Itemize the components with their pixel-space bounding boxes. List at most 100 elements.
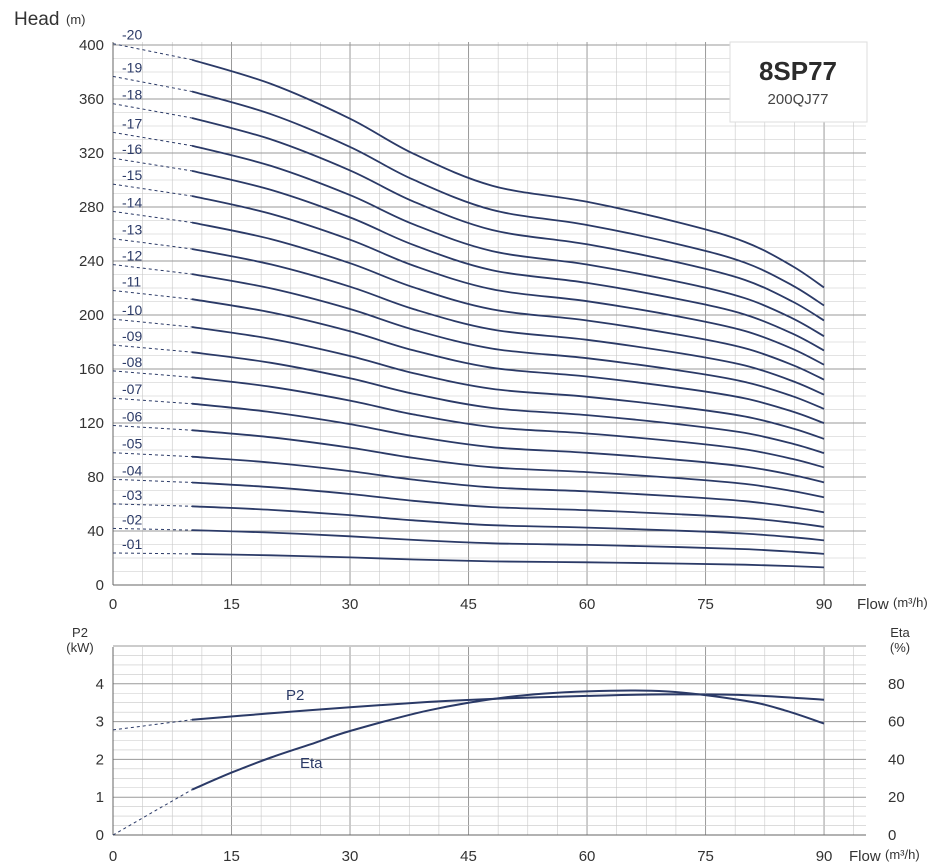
head-curve-line [191, 221, 825, 381]
eta-tick-label: 40 [888, 751, 905, 768]
head-curve-line [191, 376, 825, 469]
stage-label: -18 [122, 87, 142, 103]
head-y-tick-label: 160 [79, 361, 104, 378]
pe-x-tick-label: 60 [579, 848, 596, 865]
p2-tick-label: 1 [96, 789, 104, 806]
eta-tick-label: 0 [888, 827, 896, 844]
head-curve-line [191, 505, 825, 542]
stage-label: -11 [122, 273, 141, 289]
eta-axis-title: Eta [890, 625, 910, 640]
stage-label: -06 [122, 408, 142, 424]
head-x-tick-label: 75 [697, 596, 714, 613]
head-y-tick-label: 120 [79, 415, 104, 432]
stage-label: -10 [122, 302, 142, 318]
head-curve-extension [112, 527, 193, 531]
pe-x-tick-label: 15 [223, 848, 240, 865]
p2-curve-label: P2 [286, 687, 304, 704]
eta-curve-label: Eta [300, 755, 323, 772]
eta-curve-extension [112, 789, 193, 836]
head-curve-extension [112, 503, 193, 507]
p2-tick-label: 4 [96, 676, 104, 693]
eta-axis-unit: (%) [890, 640, 910, 655]
head-curve-line [191, 481, 825, 528]
p2-tick-label: 3 [96, 714, 104, 731]
head-x-axis-label: Flow [857, 596, 889, 613]
stage-label: -12 [122, 248, 142, 264]
power-efficiency-curves [112, 689, 825, 836]
head-curve-line [191, 529, 825, 555]
pe-x-tick-label: 75 [697, 848, 714, 865]
stage-label: -16 [122, 141, 142, 157]
head-curve-line [191, 58, 825, 289]
model-subtitle: 200QJ77 [768, 91, 829, 108]
head-curve-extension [112, 131, 193, 147]
model-box [729, 41, 868, 123]
stage-label: -13 [122, 222, 142, 238]
head-y-tick-label: 360 [79, 91, 104, 108]
head-curve-extension [112, 103, 193, 119]
stage-label: -14 [122, 194, 142, 210]
p2-tick-label: 2 [96, 751, 104, 768]
head-curve-line [191, 351, 825, 454]
head-x-tick-label: 15 [223, 596, 240, 613]
head-y-tick-label: 0 [96, 577, 104, 594]
head-curve-line [191, 402, 825, 484]
head-curve-extension [112, 43, 193, 61]
head-x-tick-label: 90 [816, 596, 833, 613]
stage-label: -09 [122, 328, 142, 344]
head-curve-line [191, 553, 825, 569]
stage-label: -15 [122, 167, 142, 183]
stage-label: -20 [122, 27, 142, 43]
p2-tick-label: 0 [96, 827, 104, 844]
head-y-tick-label: 240 [79, 253, 104, 270]
head-curve-line [191, 273, 825, 410]
eta-tick-label: 20 [888, 789, 905, 806]
p2-curve-line [191, 693, 825, 721]
pe-x-tick-label: 45 [460, 848, 477, 865]
head-chart-grid [112, 42, 866, 586]
head-curve-extension [112, 424, 193, 431]
head-axis-title: Head [14, 9, 59, 30]
head-x-tick-label: 60 [579, 596, 596, 613]
head-curves [112, 43, 825, 569]
head-curve-extension [112, 552, 193, 555]
eta-tick-label: 80 [888, 676, 905, 693]
stage-label: -04 [122, 462, 142, 478]
head-curve-extension [112, 238, 193, 250]
stage-label: -01 [122, 536, 142, 552]
head-curve-extension [112, 157, 193, 172]
p2-axis-title: P2 [72, 625, 88, 640]
pe-x-tick-label: 30 [342, 848, 359, 865]
stage-label: -02 [122, 511, 142, 527]
head-curve-line [191, 170, 825, 352]
stage-label: -19 [122, 59, 142, 75]
power-efficiency-grid [112, 645, 866, 836]
head-axis-ticks: 0 40 80 120 160 200 240 280 320 360 400 0 15 30 45 60 75… [79, 37, 832, 613]
pe-x-tick-label: 90 [816, 848, 833, 865]
stage-label: -07 [122, 381, 142, 397]
head-curve-line [191, 326, 825, 440]
head-curve-extension [112, 264, 193, 275]
head-y-tick-label: 200 [79, 307, 104, 324]
pe-x-tick-label: 0 [109, 848, 117, 865]
stage-label: -08 [122, 354, 142, 370]
head-curve-extension [112, 478, 193, 483]
head-curve-extension [112, 452, 193, 458]
head-y-tick-label: 40 [87, 523, 104, 540]
head-x-tick-label: 0 [109, 596, 117, 613]
head-curve-extension [112, 289, 193, 300]
head-y-tick-label: 400 [79, 37, 104, 54]
head-curve-line [191, 90, 825, 307]
head-curve-line [191, 298, 825, 425]
head-axis-unit: (m) [66, 12, 86, 27]
eta-tick-label: 60 [888, 714, 905, 731]
head-curve-line [191, 429, 825, 499]
stage-label: -05 [122, 436, 142, 452]
head-stage-labels: -01 -02 -03 -04 -05 -06 -07 -08 -09 -10 -11 -12 -13 -… [122, 27, 142, 552]
head-curve-extension [112, 318, 193, 328]
head-curve-line [191, 117, 825, 322]
pe-x-axis-label: Flow [849, 848, 881, 865]
head-x-axis-unit: (m³/h) [893, 595, 928, 610]
head-curve-extension [112, 183, 193, 197]
